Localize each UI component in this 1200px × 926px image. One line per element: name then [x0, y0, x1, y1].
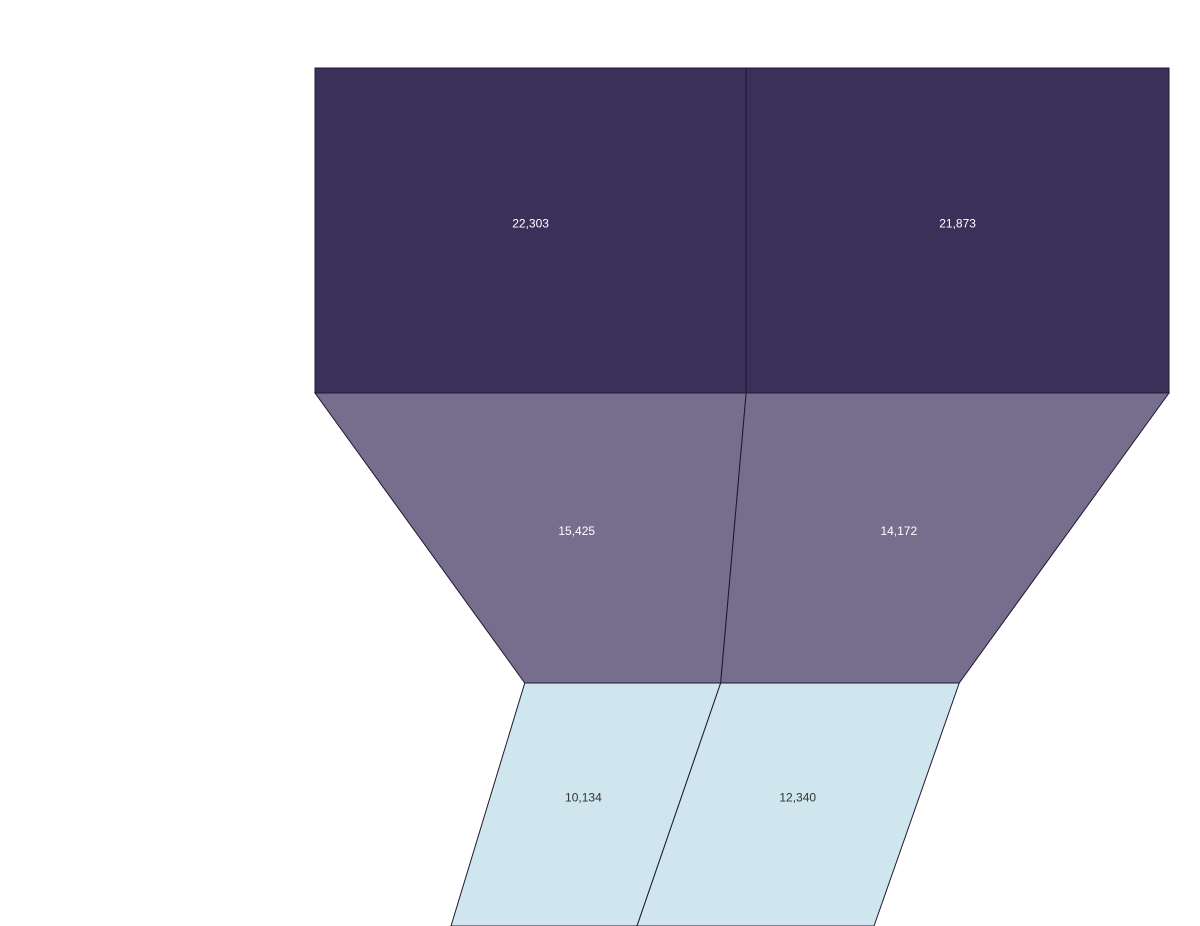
value-label-stage-3-series-1: 10,134 [565, 791, 602, 805]
value-label-stage-2-series-2: 14,172 [880, 524, 917, 538]
funnel-segment-stage-2-series-2 [720, 392, 1170, 684]
value-label-stage-2-series-1: 15,425 [558, 524, 595, 538]
funnel-segment-stage-3-series-1 [450, 682, 722, 926]
value-label-stage-1-series-2: 21,873 [939, 217, 976, 231]
value-label-stage-3-series-2: 12,340 [779, 791, 816, 805]
value-label-stage-1-series-1: 22,303 [512, 217, 549, 231]
funnel-segment-stage-3-series-2 [636, 682, 960, 926]
funnel-segment-stage-2-series-1 [314, 392, 747, 684]
